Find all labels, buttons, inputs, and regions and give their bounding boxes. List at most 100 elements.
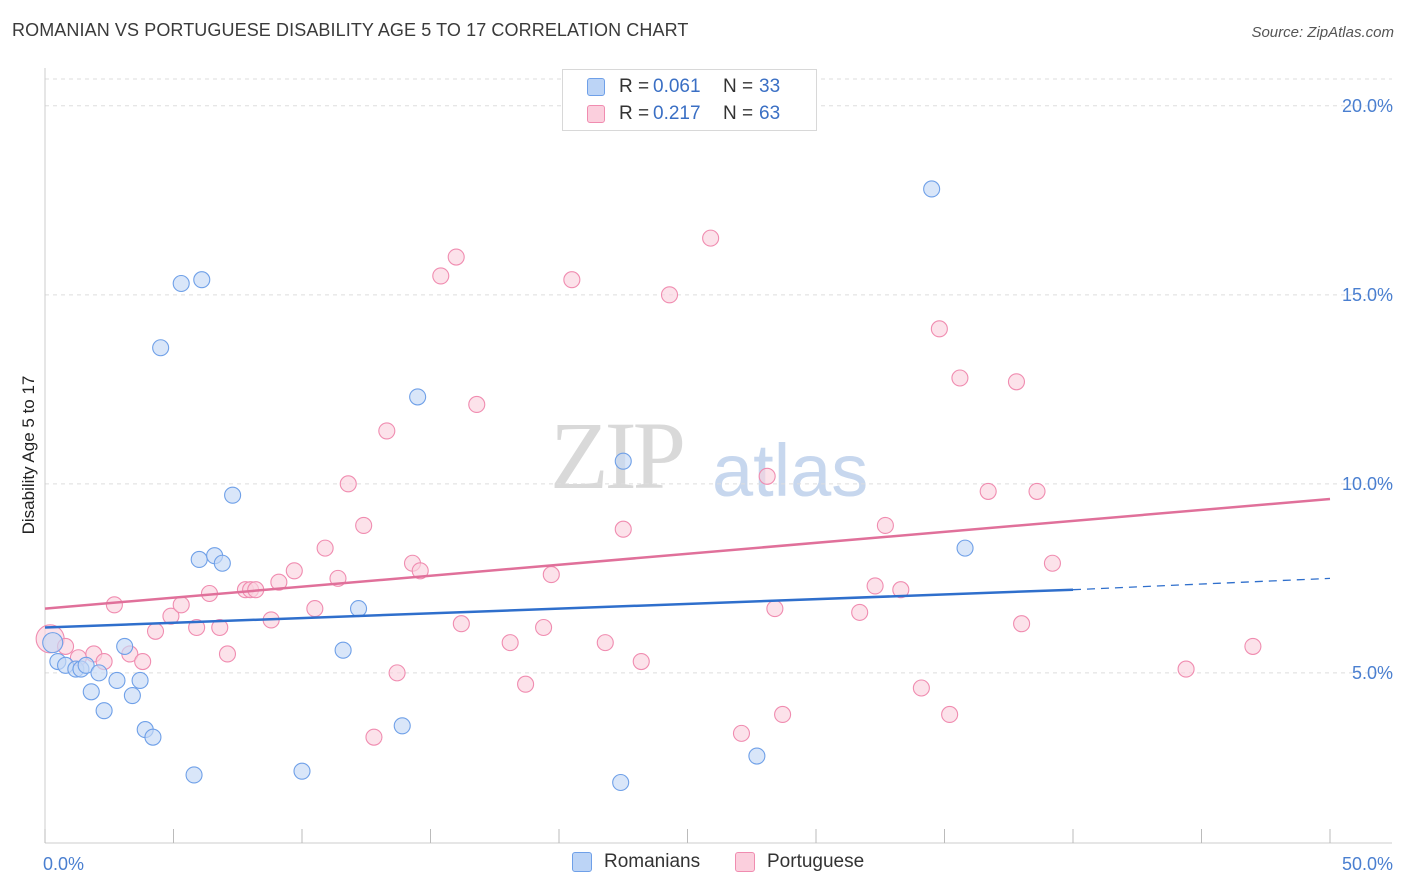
romanians-point	[77, 656, 95, 674]
y-tick-label: 20.0%	[1342, 96, 1393, 116]
stats-legend: R = 0.061 N = 33 R = 0.217 N = 63	[562, 69, 817, 131]
portuguese-point	[1013, 615, 1031, 633]
y-tick-label: 15.0%	[1342, 285, 1393, 305]
x-tick-label-min: 0.0%	[43, 854, 84, 874]
portuguese-r-label: R =	[619, 103, 650, 124]
trend-lines	[44, 497, 1331, 629]
romanians-r-value: 0.061	[653, 76, 701, 97]
portuguese-point	[218, 645, 237, 663]
romanians-point	[393, 717, 411, 735]
romanians-point	[956, 539, 974, 557]
portuguese-point	[105, 596, 123, 614]
portuguese-point	[1043, 554, 1061, 572]
portuguese-point	[542, 566, 560, 584]
axes	[44, 68, 1392, 844]
portuguese-legend-label: Portuguese	[767, 851, 865, 872]
legend-row-romanians: R = 0.061 N = 33	[587, 75, 780, 99]
portuguese-point	[447, 248, 465, 266]
romanians-point	[152, 339, 170, 357]
romanians-legend-swatch	[572, 852, 592, 872]
portuguese-point	[432, 267, 450, 285]
romanians-swatch	[587, 78, 605, 96]
romanians-point	[144, 728, 162, 746]
romanians-trend-extension	[1072, 577, 1331, 591]
romanians-point	[349, 600, 368, 618]
portuguese-point	[146, 622, 165, 640]
portuguese-point	[614, 520, 632, 538]
romanians-point	[108, 671, 126, 689]
portuguese-point	[660, 286, 679, 304]
watermark-atlas: atlas	[712, 429, 869, 512]
portuguese-point	[339, 475, 357, 493]
portuguese-point	[411, 562, 429, 580]
portuguese-point	[563, 271, 581, 289]
romanians-r-label: R =	[619, 76, 650, 97]
romanians-point	[172, 274, 190, 293]
romanians-point	[193, 271, 211, 289]
romanians-point	[213, 554, 231, 572]
portuguese-point	[876, 516, 894, 534]
y-tick-labels: 5.0% 10.0% 15.0% 20.0%	[1342, 96, 1393, 683]
x-tick-marks	[44, 829, 1331, 843]
romanians-point	[748, 747, 766, 765]
portuguese-point	[774, 705, 792, 724]
portuguese-point	[892, 581, 910, 599]
portuguese-point	[134, 652, 152, 671]
romanians-point	[42, 632, 64, 654]
portuguese-n-value: 63	[759, 103, 781, 124]
romanians-point	[95, 702, 113, 720]
legend-item-romanians: Romanians	[572, 851, 700, 873]
portuguese-point	[211, 618, 229, 637]
portuguese-point	[162, 607, 180, 625]
portuguese-point	[306, 600, 324, 618]
romanians-point	[923, 180, 941, 198]
portuguese-point	[501, 634, 519, 652]
y-axis-label: Disability Age 5 to 17	[19, 376, 38, 535]
portuguese-swatch	[587, 105, 605, 123]
portuguese-point	[378, 422, 396, 440]
portuguese-point	[979, 482, 997, 500]
portuguese-point	[188, 618, 206, 637]
portuguese-point	[866, 577, 884, 595]
portuguese-point	[632, 652, 650, 671]
romanians-trend-line	[44, 588, 1074, 629]
portuguese-trend-line	[44, 497, 1331, 610]
romanians-point	[614, 452, 632, 470]
portuguese-point	[1244, 637, 1262, 655]
portuguese-point	[452, 615, 470, 633]
portuguese-point	[517, 675, 535, 693]
portuguese-legend-swatch	[735, 852, 755, 872]
legend-item-portuguese: Portuguese	[735, 851, 864, 873]
romanians-point	[116, 637, 134, 655]
portuguese-n-label: N =	[723, 103, 754, 124]
portuguese-point	[1177, 660, 1195, 678]
romanians-legend-label: Romanians	[604, 851, 701, 872]
portuguese-point	[365, 728, 383, 746]
portuguese-point	[941, 705, 959, 724]
romanians-point	[224, 486, 242, 504]
portuguese-point	[912, 679, 930, 697]
portuguese-point	[702, 229, 720, 247]
romanians-n-label: N =	[723, 76, 754, 97]
romanians-point	[185, 766, 203, 784]
portuguese-point	[596, 634, 614, 652]
source-label: Source: ZipAtlas.com	[1251, 24, 1394, 41]
x-tick-labels: 0.0% 50.0%	[43, 854, 1393, 874]
romanians-point	[334, 641, 352, 659]
chart-title: ROMANIAN VS PORTUGUESE DISABILITY AGE 5 …	[12, 20, 689, 40]
y-tick-label: 10.0%	[1342, 474, 1393, 494]
romanians-point	[293, 762, 311, 780]
portuguese-points	[35, 229, 1262, 746]
portuguese-point	[1007, 373, 1026, 391]
romanians-point	[612, 773, 630, 792]
portuguese-r-value: 0.217	[653, 103, 701, 124]
portuguese-point	[1028, 482, 1046, 500]
portuguese-point	[355, 516, 373, 534]
romanians-n-value: 33	[759, 76, 781, 97]
romanians-point	[409, 388, 427, 406]
romanians-point	[123, 687, 141, 705]
portuguese-point	[535, 618, 553, 637]
portuguese-point	[172, 596, 190, 614]
portuguese-point	[732, 724, 751, 742]
